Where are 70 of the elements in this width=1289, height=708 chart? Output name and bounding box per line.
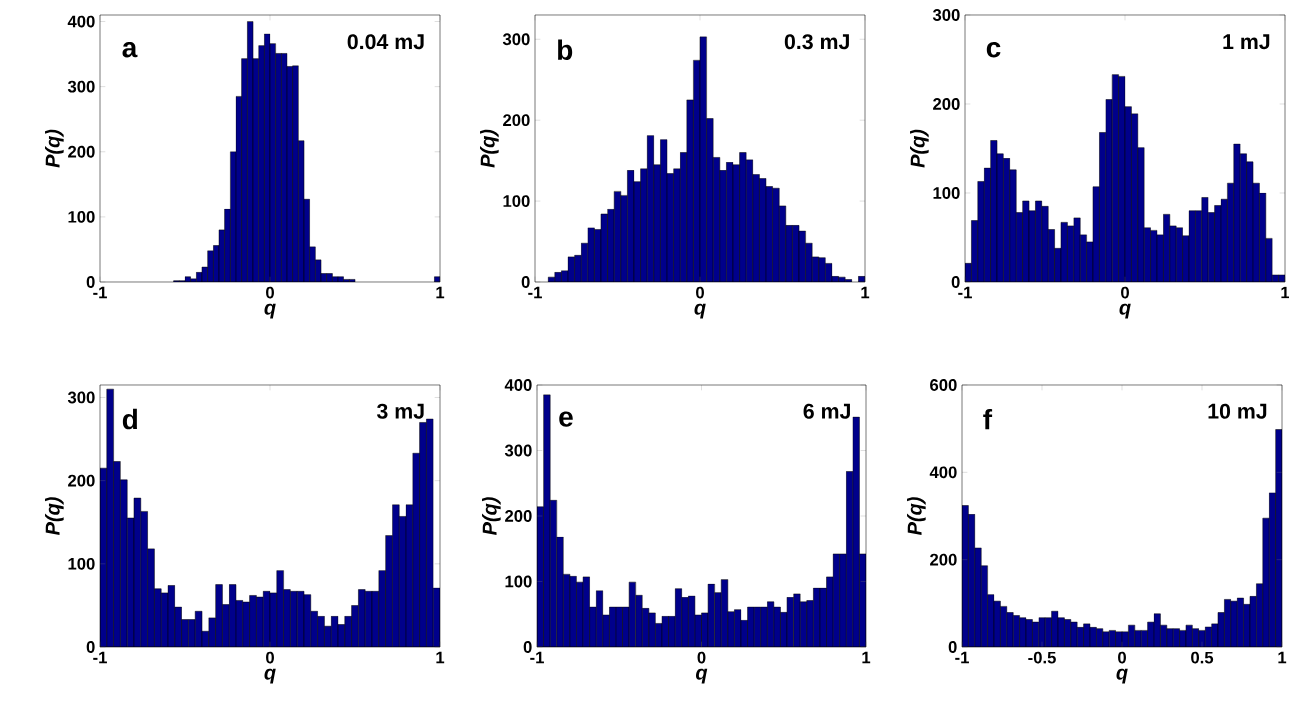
y-tick-label: 200 xyxy=(933,98,960,110)
x-tick-label: 1 xyxy=(436,286,445,299)
x-tick-label: -1 xyxy=(93,651,107,664)
y-tick-label: 300 xyxy=(504,444,532,457)
y-tick-label: 0 xyxy=(948,641,957,653)
y-tick-label: 0 xyxy=(86,641,95,653)
x-tick-label: 1 xyxy=(1281,286,1289,299)
annotation: 6 mJ xyxy=(803,403,850,419)
y-tick-label: 400 xyxy=(504,379,532,391)
y-tick-label: 300 xyxy=(932,9,960,21)
y-tick-label: 300 xyxy=(67,391,95,404)
annotation: 0.3 mJ xyxy=(784,34,849,50)
y-axis-title: P(q) xyxy=(45,497,64,536)
x-axis-title: q xyxy=(1119,303,1131,319)
x-axis-title: q xyxy=(695,668,708,684)
x-tick-label: 1 xyxy=(436,651,445,664)
annotation: a xyxy=(122,42,138,58)
x-tick-label: 0 xyxy=(1121,286,1129,299)
y-tick-label: 300 xyxy=(67,80,95,93)
x-tick-label: -1 xyxy=(528,286,542,299)
y-tick-label: 0 xyxy=(521,276,530,288)
y-tick-label: 100 xyxy=(68,557,95,570)
x-axis-title: q xyxy=(264,303,276,319)
y-tick-label: 100 xyxy=(68,210,95,223)
y-tick-label: 200 xyxy=(68,474,95,487)
y-axis-title: P(q) xyxy=(45,129,64,168)
y-tick-label: 100 xyxy=(505,575,532,588)
y-axis-title: P(q) xyxy=(907,497,926,536)
annotation: f xyxy=(983,408,993,430)
y-tick-label: 200 xyxy=(68,145,95,158)
x-axis-title: q xyxy=(694,303,706,319)
annotation: 10 mJ xyxy=(1208,403,1267,419)
y-tick-label: 200 xyxy=(930,553,957,566)
x-axis-title: q xyxy=(1116,668,1128,684)
annotation: e xyxy=(559,411,573,427)
x-tick-label: 0 xyxy=(266,286,274,299)
annotation: 0.04 mJ xyxy=(347,34,424,50)
y-tick-label: 100 xyxy=(503,195,530,207)
y-axis-title: P(q) xyxy=(482,497,501,536)
x-tick-label: 1 xyxy=(862,651,871,664)
y-tick-label: 0 xyxy=(86,276,95,288)
y-tick-label: 100 xyxy=(933,187,960,199)
y-tick-label: 400 xyxy=(929,466,957,479)
y-tick-label: 300 xyxy=(502,33,530,46)
y-tick-label: 0 xyxy=(951,276,960,288)
x-tick-label: -1 xyxy=(93,286,107,299)
x-tick-label: -1 xyxy=(955,651,969,664)
y-tick-label: 0 xyxy=(523,641,532,653)
x-axis-title: q xyxy=(264,668,276,684)
annotation: d xyxy=(122,408,137,430)
x-tick-label: -1 xyxy=(530,651,544,664)
y-tick-label: 200 xyxy=(503,114,530,127)
y-axis-title: P(q) xyxy=(910,129,929,168)
x-tick-label: 0 xyxy=(696,286,704,299)
x-tick-label: 1 xyxy=(1278,651,1287,664)
x-tick-label: -0.5 xyxy=(1028,651,1056,664)
annotation: 1 mJ xyxy=(1223,34,1270,50)
x-tick-label: 0 xyxy=(1118,651,1126,664)
y-axis-title: P(q) xyxy=(480,129,499,168)
annotation: b xyxy=(558,39,573,60)
y-tick-label: 400 xyxy=(67,15,95,28)
x-tick-label: -1 xyxy=(958,286,972,299)
x-tick-label: 0 xyxy=(266,651,274,664)
x-tick-label: 0.5 xyxy=(1191,651,1214,664)
annotation: c xyxy=(986,42,1001,58)
x-tick-label: 0 xyxy=(697,651,706,664)
annotation: 3 mJ xyxy=(376,403,424,419)
x-tick-label: 1 xyxy=(861,286,870,299)
y-tick-label: 200 xyxy=(505,510,532,522)
y-tick-label: 600 xyxy=(930,379,957,391)
